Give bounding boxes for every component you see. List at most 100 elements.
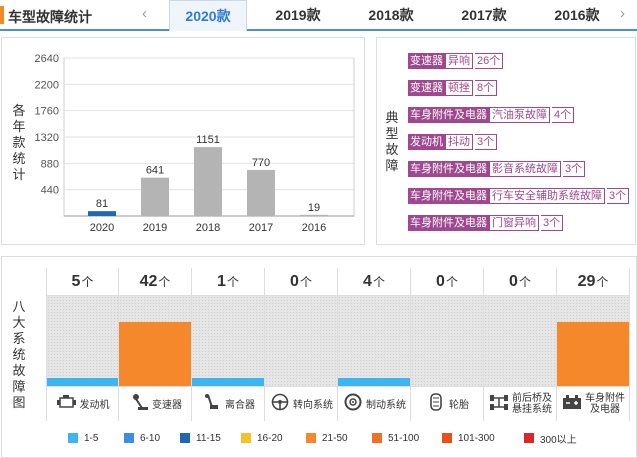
system-level-track: [411, 296, 483, 387]
y-tick-label: 1760: [35, 106, 59, 118]
system-label-row: 制动系统: [338, 387, 410, 420]
fault-issue-tag: 汽油泵故障: [489, 107, 550, 123]
fault-issue-tag: 异响: [445, 53, 473, 69]
system-name: 制动系统: [366, 400, 406, 411]
system-column[interactable]: 1个 离合器: [192, 268, 265, 421]
legend-label: 6-10: [140, 432, 161, 444]
legend-swatch: [372, 433, 382, 443]
y-tick-label: 2640: [35, 53, 59, 65]
fault-count-tag: 3个: [475, 134, 498, 150]
legend-item: 51-100: [372, 432, 419, 444]
tab-2020[interactable]: 2020款: [169, 0, 247, 31]
system-name: 转向系统: [293, 400, 333, 411]
fault-count-tag: 26个: [475, 53, 504, 69]
fault-item[interactable]: 车身附件及电器 行车安全辅助系统故障 3个: [408, 188, 630, 204]
fault-issue-tag: 顿挫: [445, 80, 473, 96]
system-level-track: [484, 296, 556, 387]
fault-system-tag: 车身附件及电器: [408, 107, 489, 123]
system-level-track: [265, 296, 337, 387]
system-column[interactable]: 4个 制动系统: [338, 268, 411, 421]
system-column[interactable]: 0个轮胎: [411, 268, 484, 421]
system-column[interactable]: 42个变速器: [119, 268, 192, 421]
legend-item: 6-10: [124, 432, 160, 444]
chevron-right-icon[interactable]: ›: [620, 5, 625, 22]
system-count-unit: 个: [372, 275, 385, 289]
bar-2020: [88, 211, 116, 216]
tab-2017[interactable]: 2017款: [461, 7, 507, 23]
legend-label: 16-20: [257, 432, 283, 444]
system-fault-count: 0个: [484, 268, 556, 296]
system-level-fill: [119, 322, 191, 386]
y-tick-label: 2200: [35, 79, 59, 91]
eight-systems-panel: 八大系统故障图 5个 发动机 42个 变速器 1个 离合器 0个 转向系统 4个 制动系统 0个 轮胎…: [1, 256, 637, 458]
axle-icon: [488, 393, 510, 414]
system-count-value: 5: [71, 273, 81, 290]
system-fault-count: 29个: [557, 268, 629, 296]
gear-shift-icon: [128, 393, 150, 414]
engine-icon: [56, 393, 78, 414]
steering-wheel-icon: [269, 393, 291, 414]
legend-swatch: [306, 433, 316, 443]
system-fault-count: 42个: [119, 268, 191, 296]
system-level-fill: [557, 322, 629, 386]
fault-item[interactable]: 车身附件及电器 影音系统故障 3个: [408, 161, 586, 177]
model-year-bar-chart: 2640 2200 1760 1320 880 440 81 2020 641 2019 1151 2…: [35, 53, 355, 234]
y-tick-label: 880: [41, 158, 59, 170]
system-count-unit: 个: [596, 275, 609, 289]
fault-issue-tag: 抖动: [445, 134, 473, 150]
tab-2016[interactable]: 2016款: [554, 7, 600, 23]
bar-value-label: 81: [96, 198, 108, 210]
system-name: 发动机: [79, 400, 110, 411]
system-label-row: 变速器: [119, 387, 191, 420]
legend-item: 1-5: [68, 432, 98, 444]
bar-2018: [194, 147, 222, 216]
system-name: 轮胎: [449, 400, 469, 411]
system-fault-count: 5个: [47, 268, 118, 296]
brake-disc-icon: [342, 393, 364, 414]
system-fault-count: 1个: [192, 268, 264, 296]
system-count-unit: 个: [158, 275, 171, 289]
legend-swatch: [442, 433, 452, 443]
system-column[interactable]: 29个车身附件 及电器: [557, 268, 630, 421]
fault-count-tag: 3个: [541, 215, 564, 231]
fault-system-tag: 变速器: [408, 53, 445, 69]
y-tick-label: 440: [41, 185, 59, 197]
system-count-value: 29: [577, 273, 596, 290]
bar-2016: [300, 214, 328, 216]
system-column[interactable]: 0个 转向系统: [265, 268, 338, 421]
clutch-pedal-icon: [201, 393, 223, 414]
fault-item[interactable]: 发动机 抖动 3个: [408, 134, 498, 150]
fault-count-tag: 3个: [563, 161, 586, 177]
typical-vertical-label: 典型故障: [385, 110, 399, 173]
x-tick-label: 2016: [302, 222, 326, 234]
header-bar: 车型故障统计 ‹ 2020款 2019款 2018款 2017款 2016款 ›: [0, 0, 637, 31]
chevron-left-icon[interactable]: ‹: [142, 5, 147, 22]
legend-label: 11-15: [196, 432, 221, 444]
system-label-row: 发动机: [47, 387, 118, 420]
system-label-row: 车身附件 及电器: [557, 387, 629, 420]
fault-issue-tag: 影音系统故障: [489, 161, 561, 177]
bar-value-label: 19: [308, 202, 320, 214]
fault-item[interactable]: 变速器 顿挫 8个: [408, 80, 498, 96]
trend-vertical-label: 各年款统计: [12, 103, 26, 182]
fault-item[interactable]: 变速器 异响 26个: [408, 53, 504, 69]
legend-label: 21-50: [322, 432, 348, 444]
system-column[interactable]: 5个发动机: [46, 268, 119, 421]
title-accent-mark: [0, 6, 4, 24]
legend-swatch: [68, 433, 78, 443]
system-fault-count: 0个: [411, 268, 483, 296]
tab-2019[interactable]: 2019款: [275, 7, 321, 23]
bar-value-label: 1151: [196, 134, 220, 146]
fault-issue-tag: 行车安全辅助系统故障: [489, 188, 605, 204]
fault-item[interactable]: 车身附件及电器 汽油泵故障 4个: [408, 107, 575, 123]
fault-item[interactable]: 车身附件及电器 门窗异响 3个: [408, 215, 564, 231]
system-name: 变速器: [152, 400, 182, 411]
x-tick-label: 2017: [249, 222, 273, 234]
system-label-row: 转向系统: [265, 387, 337, 420]
fault-issue-tag: 门窗异响: [489, 215, 539, 231]
system-column[interactable]: 0个 前后桥及 悬挂系统: [484, 268, 557, 421]
system-name: 车身附件 及电器: [585, 392, 625, 415]
page-title: 车型故障统计: [8, 9, 92, 25]
fault-system-tag: 车身附件及电器: [408, 188, 489, 204]
tab-2018[interactable]: 2018款: [368, 7, 414, 23]
